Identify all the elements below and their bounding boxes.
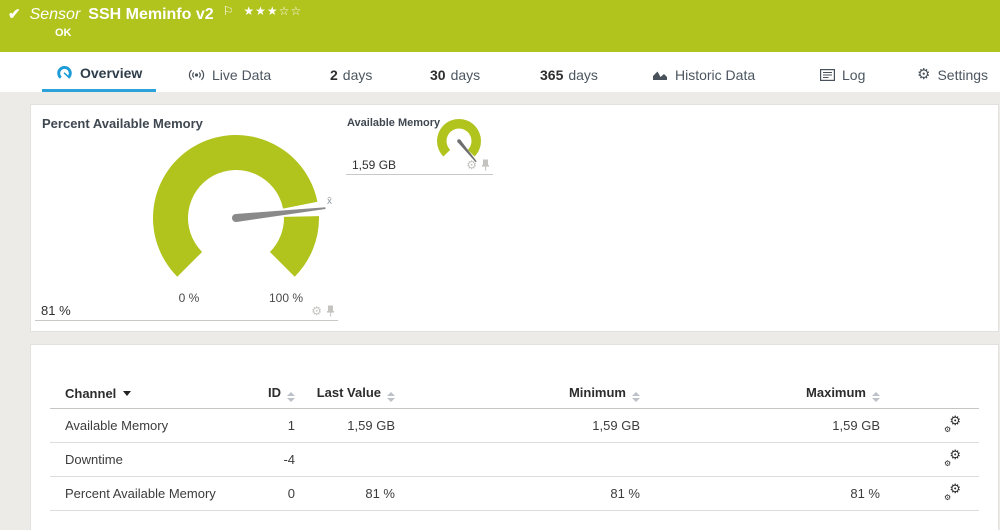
tab-historic-data[interactable]: Historic Data: [638, 52, 769, 92]
live-data-icon: [188, 68, 205, 82]
column-header-last[interactable]: Last Value: [300, 385, 400, 402]
tab-30-days[interactable]: 30 days: [430, 66, 481, 83]
cell-channel: Available Memory: [65, 418, 169, 433]
cell-id: 0: [287, 486, 295, 501]
tab-log[interactable]: Log: [806, 52, 879, 92]
sensor-title-row: ✔ Sensor SSH Meminfo v2 ⚐ ★★★☆☆: [8, 4, 303, 24]
gauge-pin-icon[interactable]: [326, 305, 335, 317]
status-check-icon: ✔: [8, 6, 21, 23]
cell-minimum: 1,59 GB: [592, 418, 640, 433]
table-row: Available Memory 1 1,59 GB 1,59 GB 1,59 GB ⚙ ⚙: [50, 409, 979, 443]
secondary-gauge-footer: 1,59 GB ⚙: [346, 155, 493, 175]
cell-last-value: 81 %: [365, 486, 395, 501]
primary-gauge-value: 81 %: [41, 303, 71, 318]
cell-minimum: 81 %: [610, 486, 640, 501]
gauge-settings-gear-icon[interactable]: ⚙: [311, 303, 322, 318]
gauges-panel: Percent Available Memory 0 % 100 % x̄ 81…: [30, 104, 999, 332]
cell-id: -4: [283, 452, 295, 467]
gauge-footer-icons: ⚙: [466, 159, 490, 171]
channel-table: Channel ID Last Value Minimum Maximum Availab…: [50, 378, 979, 511]
column-header-id[interactable]: ID: [250, 385, 300, 402]
tab-settings[interactable]: ⚙ Settings: [917, 66, 989, 83]
secondary-gauge-value: 1,59 GB: [352, 157, 397, 172]
secondary-gauge-title: Available Memory: [347, 117, 441, 129]
column-header-max[interactable]: Maximum: [645, 385, 885, 402]
cell-last-value: 1,59 GB: [347, 418, 395, 433]
secondary-gauge-chart: [437, 119, 481, 163]
flag-icon[interactable]: ⚐: [222, 4, 234, 18]
cell-channel: Downtime: [65, 452, 123, 467]
cell-maximum: 81 %: [850, 486, 880, 501]
tab-365-days[interactable]: 365 days: [540, 66, 598, 83]
status-badge: OK: [55, 27, 72, 39]
tab-overview[interactable]: Overview: [42, 52, 157, 92]
cell-actions: ⚙ ⚙: [885, 446, 979, 469]
gauge-average-marker: x̄: [327, 196, 332, 207]
settings-icon: ⚙: [917, 66, 931, 83]
priority-stars[interactable]: ★★★☆☆: [243, 4, 303, 18]
primary-gauge-title: Percent Available Memory: [42, 116, 203, 131]
gauge-footer-icons: ⚙: [311, 305, 335, 317]
gauge-icon: [56, 65, 73, 81]
log-icon: [820, 68, 835, 81]
cell-id: 1: [287, 418, 295, 433]
column-header-min[interactable]: Minimum: [400, 385, 645, 402]
gauge-pin-icon[interactable]: [481, 159, 490, 171]
historic-data-icon: [652, 69, 668, 81]
sort-arrows-icon: [872, 391, 880, 402]
table-header-row: Channel ID Last Value Minimum Maximum: [50, 378, 979, 409]
primary-gauge-chart: [152, 134, 326, 277]
cell-actions: ⚙ ⚙: [885, 412, 979, 435]
channel-settings-icon[interactable]: ⚙ ⚙: [944, 412, 961, 434]
channel-settings-icon[interactable]: ⚙ ⚙: [944, 480, 961, 502]
sort-arrows-icon: [287, 391, 295, 402]
primary-gauge-footer: 81 % ⚙: [35, 301, 338, 321]
sort-desc-icon: [123, 390, 132, 396]
cell-actions: ⚙ ⚙: [885, 480, 979, 503]
page-title: SSH Meminfo v2: [88, 6, 214, 23]
table-row: Percent Available Memory 0 81 % 81 % 81 % ⚙ ⚙: [50, 477, 979, 511]
channel-settings-icon[interactable]: ⚙ ⚙: [944, 446, 961, 468]
sort-arrows-icon: [387, 391, 395, 402]
gauge-settings-gear-icon[interactable]: ⚙: [466, 157, 477, 172]
tab-bar: Overview Live Data 2 days 30 days 365 days Histo…: [0, 52, 1000, 92]
column-header-channel[interactable]: Channel: [50, 386, 250, 401]
cell-channel: Percent Available Memory: [65, 486, 216, 501]
object-kind-label: Sensor: [29, 6, 81, 23]
gauge-max-label: 100 %: [268, 291, 304, 305]
gauge-min-label: 0 %: [178, 291, 200, 305]
sensor-header-bar: ✔ Sensor SSH Meminfo v2 ⚐ ★★★☆☆ OK: [0, 0, 1000, 52]
table-row: Downtime -4 ⚙ ⚙: [50, 443, 979, 477]
cell-maximum: 1,59 GB: [832, 418, 880, 433]
tab-2-days[interactable]: 2 days: [330, 66, 373, 83]
channels-panel: Channel ID Last Value Minimum Maximum Availab…: [30, 344, 999, 530]
sort-arrows-icon: [632, 391, 640, 402]
tab-live-data[interactable]: Live Data: [174, 52, 285, 92]
